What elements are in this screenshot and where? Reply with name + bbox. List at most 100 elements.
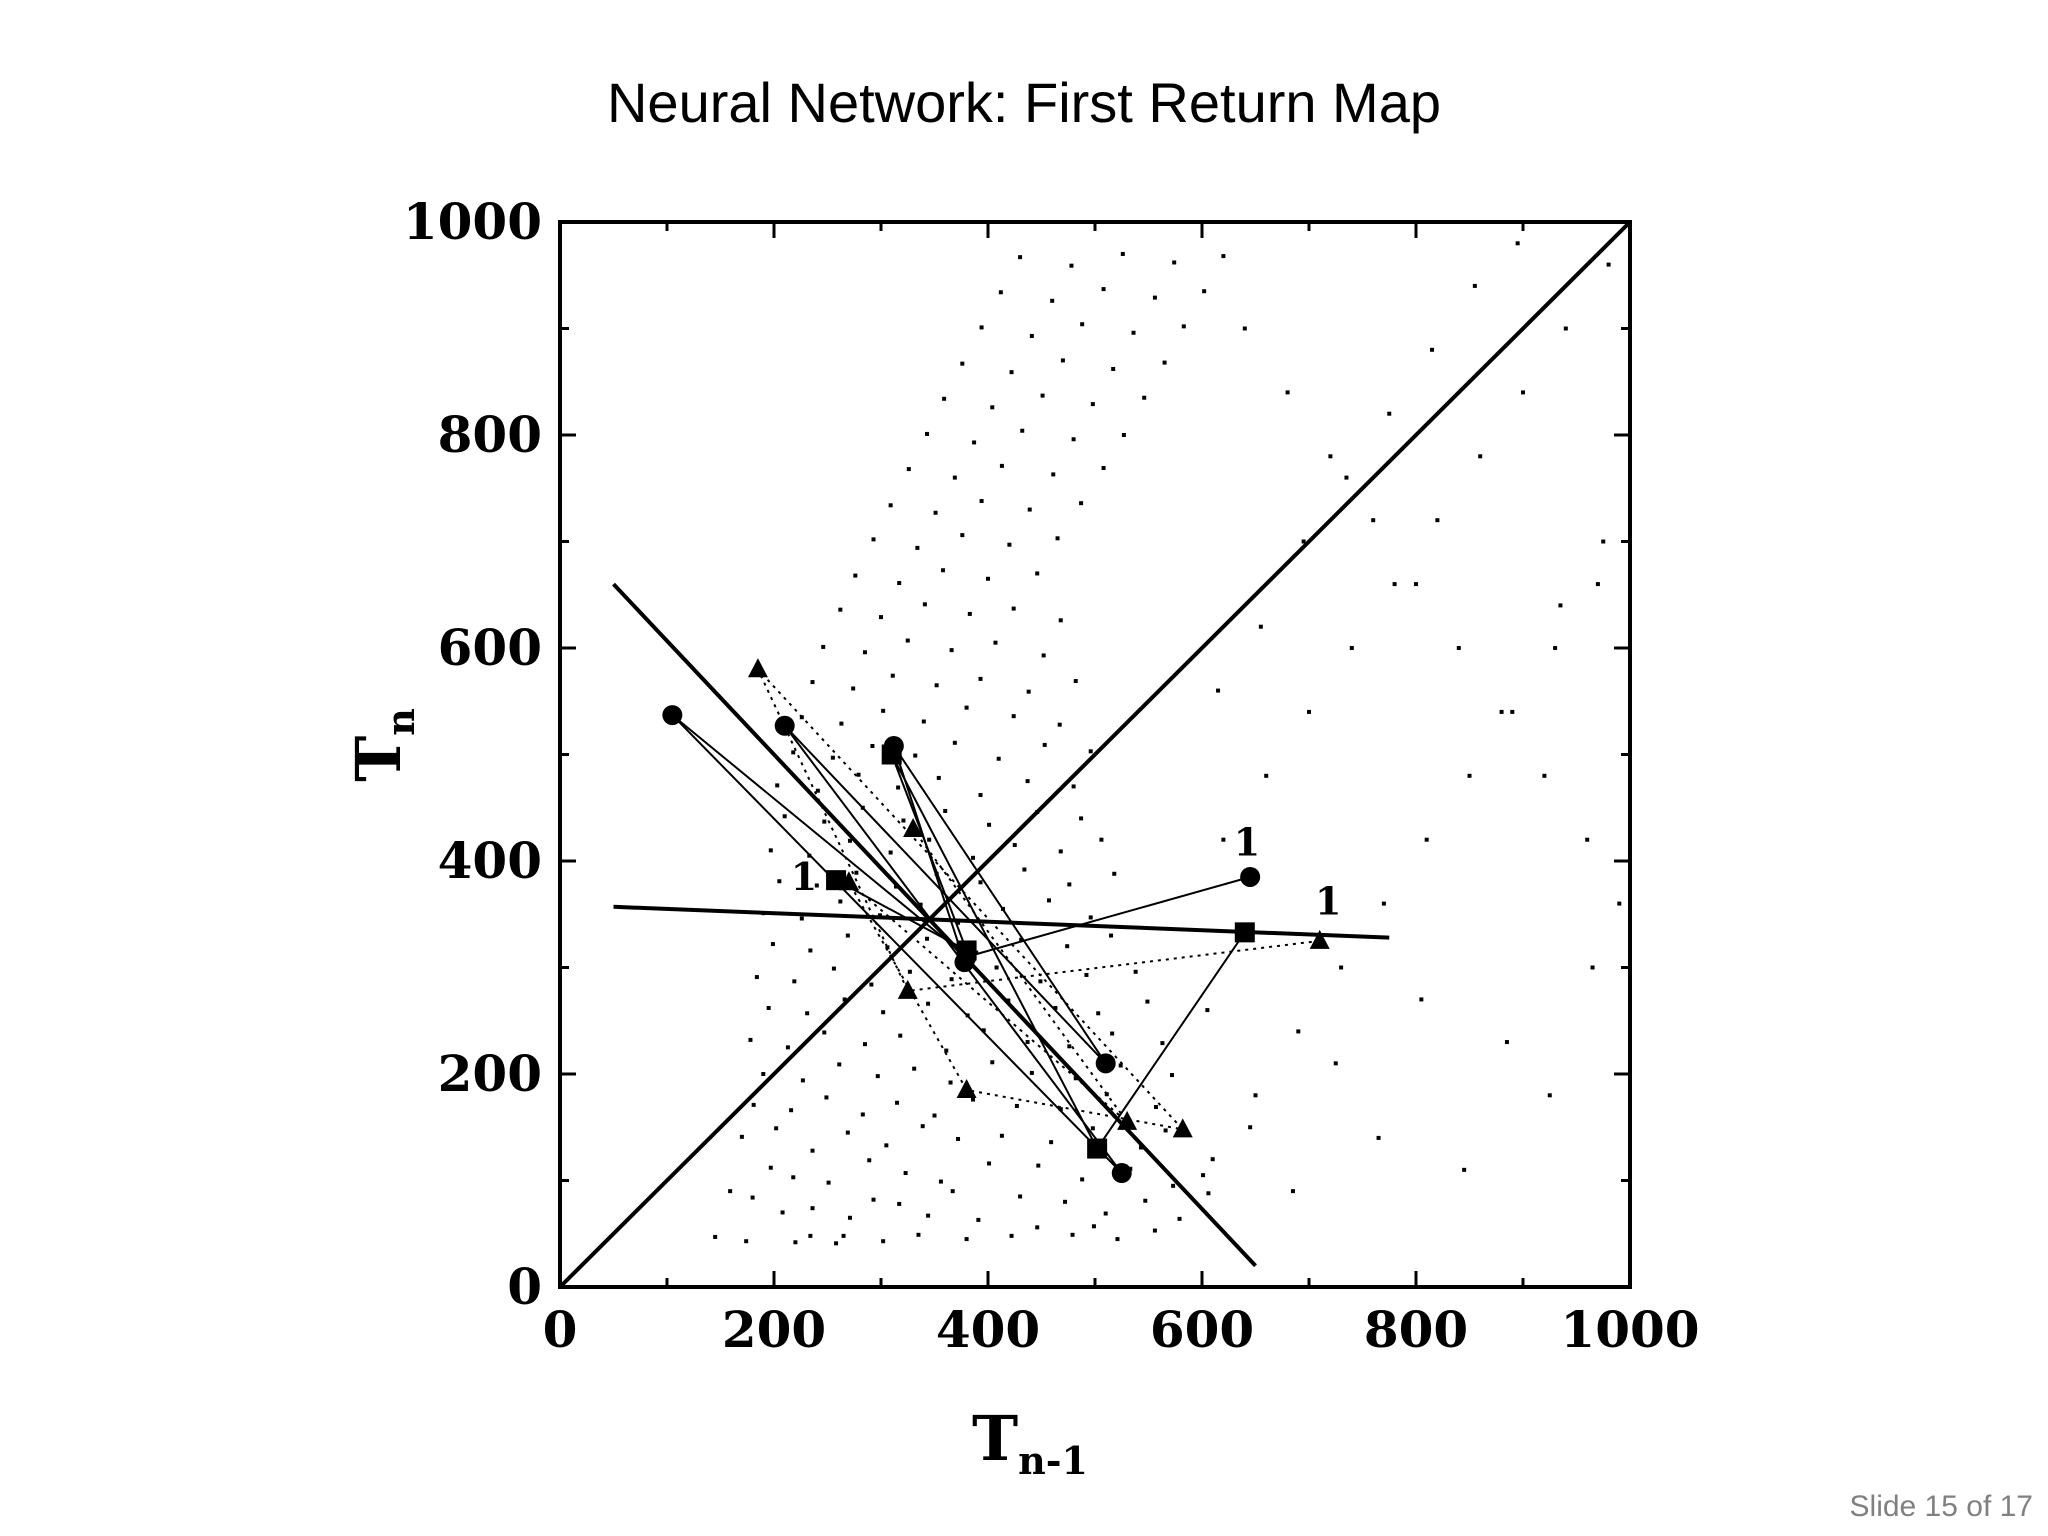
scatter-point — [942, 396, 947, 401]
scatter-point — [775, 783, 780, 788]
scatter-point — [1090, 402, 1095, 407]
scatter-point — [1206, 1191, 1211, 1196]
scatter-point — [905, 638, 910, 643]
scatter-point — [1617, 901, 1622, 906]
scatter-point — [1036, 1163, 1041, 1168]
scatter-point — [1088, 749, 1093, 754]
scatter-point — [1601, 539, 1606, 544]
scatter-point — [916, 1232, 921, 1237]
scatter-point — [1210, 1157, 1215, 1162]
scatter-point — [971, 1097, 976, 1102]
scatter-point — [1080, 1177, 1085, 1182]
data-point-triangle — [897, 979, 918, 999]
scatter-point — [1101, 466, 1106, 471]
scatter-point — [907, 969, 912, 974]
scatter-point — [1012, 843, 1017, 848]
scatter-point — [856, 772, 861, 777]
scatter-point — [1290, 1189, 1295, 1194]
scatter-point — [862, 650, 867, 655]
scatter-point — [810, 1206, 815, 1211]
scatter-point — [877, 913, 882, 918]
scatter-point — [1110, 1031, 1115, 1036]
data-point-square — [826, 870, 847, 891]
scatter-point — [847, 838, 852, 843]
scatter-point — [1063, 1199, 1068, 1204]
scatter-point — [1109, 933, 1114, 938]
scatter-point — [1118, 1063, 1123, 1068]
scatter-point — [944, 1048, 949, 1053]
scatter-point — [845, 1130, 850, 1135]
scatter-point — [1035, 1225, 1040, 1230]
scatter-point — [979, 325, 984, 330]
scatter-point — [1038, 979, 1043, 984]
scatter-point — [987, 822, 992, 827]
scatter-point — [728, 1189, 733, 1194]
scatter-point — [987, 1161, 992, 1166]
scatter-point — [897, 1201, 902, 1206]
scatter-point — [792, 979, 797, 984]
scatter-point — [1216, 688, 1221, 693]
scatter-point — [1201, 1173, 1206, 1178]
scatter-point — [943, 808, 948, 813]
scatter-point — [1018, 1194, 1023, 1199]
scatter-point — [941, 568, 946, 573]
scatter-point — [1171, 1183, 1176, 1188]
scatter-point — [791, 1175, 796, 1180]
scatter-point — [1371, 518, 1376, 523]
scatter-point — [1515, 241, 1520, 246]
scatter-point — [913, 753, 918, 758]
scatter-point — [1111, 366, 1116, 371]
y-tick-label: 1000 — [403, 192, 542, 251]
scatter-point — [1079, 816, 1084, 821]
scatter-point — [1029, 333, 1034, 338]
scatter-point — [1009, 370, 1014, 375]
scatter-point — [1553, 646, 1558, 650]
scatter-point — [1349, 646, 1354, 650]
scatter-point — [826, 1180, 831, 1185]
scatter-point — [881, 708, 886, 713]
scatter-point — [1103, 1211, 1108, 1216]
x-tick-label: 800 — [1364, 1300, 1468, 1359]
scatter-point — [1419, 997, 1424, 1002]
scatter-point — [1060, 358, 1065, 363]
scatter-point — [770, 942, 775, 947]
scatter-point — [780, 1210, 785, 1215]
scatter-point — [842, 997, 847, 1002]
scatter-point — [1007, 542, 1012, 547]
scatter-point — [1058, 618, 1063, 623]
scatter-point — [1414, 582, 1418, 587]
scatter-point — [847, 1215, 852, 1220]
scatter-point — [1258, 624, 1263, 629]
scatter-point — [926, 1213, 931, 1218]
scatter-point — [972, 440, 977, 445]
scatter-point — [845, 933, 850, 938]
scatter-point — [1071, 437, 1076, 442]
scatter-point — [1073, 679, 1078, 684]
scatter-point — [1462, 1167, 1467, 1172]
scatter-point — [853, 573, 858, 578]
scatter-point — [1285, 390, 1290, 395]
scatter-point — [978, 880, 983, 885]
scatter-point — [1170, 1073, 1175, 1078]
scatter-point — [1221, 254, 1226, 259]
scatter-point — [952, 740, 957, 745]
scatter-point — [851, 686, 856, 691]
scatter-point — [948, 1080, 953, 1085]
x-tick-label: 0 — [543, 1300, 578, 1359]
scatter-point — [1051, 472, 1056, 477]
scatter-point — [1096, 1011, 1101, 1016]
scatter-point — [1009, 1233, 1014, 1238]
scatter-point — [976, 1217, 981, 1222]
scatter-point — [960, 533, 965, 538]
scatter-point — [1145, 999, 1150, 1004]
scatter-point — [879, 615, 883, 620]
scatter-point — [1248, 1125, 1253, 1130]
trajectory-series — [662, 658, 1330, 1184]
scatter-point — [888, 850, 893, 855]
data-point-triangle — [838, 871, 859, 891]
scatter-point — [1022, 867, 1027, 872]
scatter-point — [1025, 779, 1030, 784]
point-labels: 1 1 1 — [791, 820, 1342, 924]
scatter-point — [1139, 1145, 1144, 1150]
scatter-point — [748, 1037, 753, 1042]
